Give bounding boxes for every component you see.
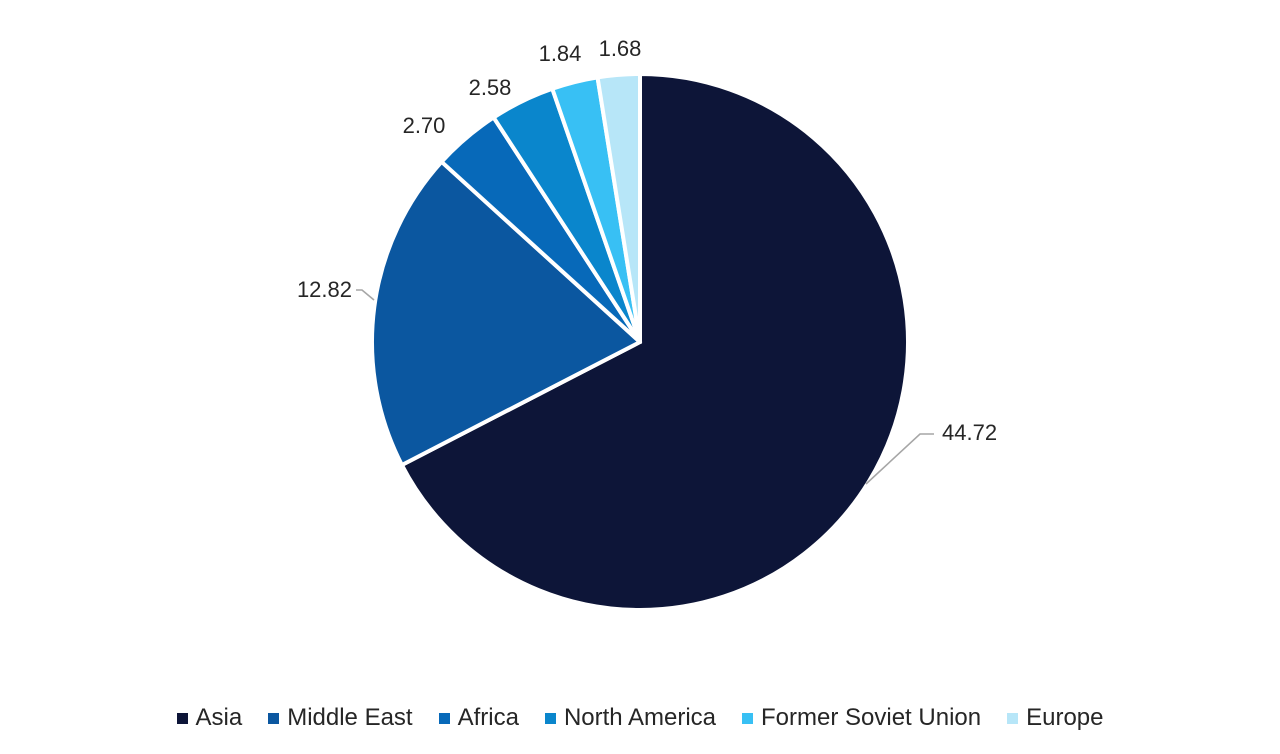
legend: Asia Middle East Africa North America Former… <box>0 700 1280 736</box>
legend-swatch <box>438 712 450 724</box>
data-label-africa: 2.70 <box>403 113 446 138</box>
data-label-north-america: 2.58 <box>469 75 512 100</box>
pie-slice-europe <box>595 72 642 344</box>
legend-label: Africa <box>457 704 519 731</box>
pie-slice-middle-east <box>370 159 642 468</box>
leader-line-asia <box>865 433 934 485</box>
data-label-europe: 1.68 <box>599 36 642 61</box>
legend-swatch <box>742 712 754 724</box>
legend-item-asia: Asia <box>176 704 243 732</box>
legend-label: Former Soviet Union <box>761 704 982 731</box>
data-label-asia: 44.72 <box>942 420 997 445</box>
legend-swatch <box>176 712 188 724</box>
legend-item-africa: Africa <box>438 704 519 732</box>
data-label-middle-east: 12.82 <box>297 277 352 302</box>
legend-swatch <box>1007 712 1019 724</box>
legend-label: Europe <box>1026 704 1104 731</box>
legend-item-middle-east: Middle East <box>268 704 413 732</box>
legend-label: Asia <box>195 704 243 731</box>
legend-label: Middle East <box>287 704 413 731</box>
legend-swatch <box>544 712 556 724</box>
legend-item-former-soviet-union: Former Soviet Union <box>742 704 981 732</box>
legend-label: North America <box>563 704 717 731</box>
legend-item-europe: Europe <box>1007 704 1103 732</box>
pie-chart: 44.72 12.82 2.70 2.58 1.84 1.68 <box>297 36 997 612</box>
leader-line-middle-east <box>356 289 375 301</box>
legend-swatch <box>268 712 280 724</box>
legend-item-north-america: North America <box>544 704 717 732</box>
data-label-former-soviet-union: 1.84 <box>539 41 582 66</box>
